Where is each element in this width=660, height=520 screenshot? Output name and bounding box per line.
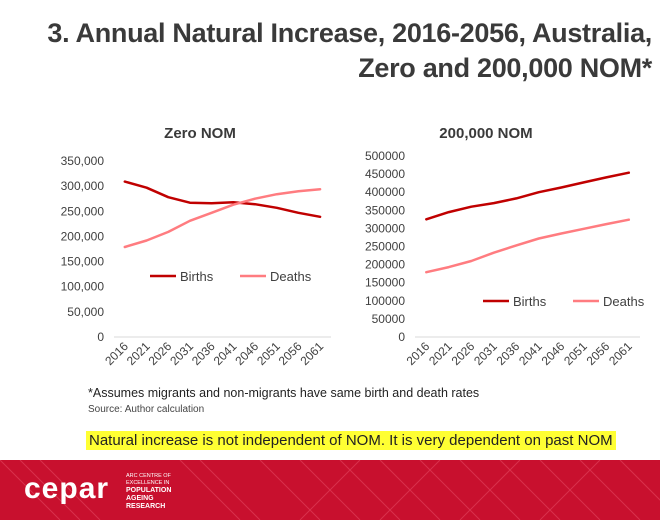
200k-nom-y-tick-label: 350000: [365, 203, 405, 217]
200k-nom-x-tick-label: 2021: [426, 339, 455, 368]
200k-nom-legend-label-deaths: Deaths: [603, 294, 645, 309]
200k-nom-x-tick-label: 2046: [539, 339, 568, 368]
zero-nom-y-tick-label: 250,000: [61, 204, 105, 218]
200k-nom-y-tick-label: 500000: [365, 149, 405, 163]
zero-nom-series-deaths-line: [123, 187, 322, 249]
200k-nom-series-deaths-line: [425, 218, 631, 274]
highlight-callout: Natural increase is not independent of N…: [86, 431, 616, 450]
logo-tagline-line: ARC CENTRE OF: [126, 473, 172, 479]
200k-nom-y-tick-label: 100000: [365, 294, 405, 308]
zero-nom-x-tick-label: 2026: [146, 339, 175, 368]
logo-tagline-line: RESEARCH: [126, 503, 165, 510]
zero-nom-x-tick-label: 2046: [232, 339, 261, 368]
zero-nom-y-tick-label: 0: [97, 330, 104, 344]
200k-nom-x-tick-label: 2016: [404, 339, 433, 368]
zero-nom-y-tick-label: 50,000: [67, 305, 104, 319]
chart-200k-nom: 200,000 NOM 0 50000 100000 150000 200000 25000…: [340, 116, 660, 386]
200k-nom-chart-title: 200,000 NOM: [439, 125, 532, 142]
chart-200k-nom-svg: 200,000 NOM 0 50000 100000 150000 200000 25000…: [365, 125, 645, 368]
logo-wordmark: cepar: [24, 472, 109, 505]
zero-nom-legend-label-births: Births: [180, 269, 214, 284]
zero-nom-y-tick-label: 350,000: [61, 154, 105, 168]
source-note: Source: Author calculation: [88, 404, 205, 415]
footer-graphic: cepar ARC CENTRE OF EXCELLENCE IN POPULA…: [0, 460, 660, 520]
chart-zero-nom-svg: Zero NOM 0 50,000 100,000 150,000 200,000 250,…: [61, 125, 331, 368]
logo-tagline: ARC CENTRE OF EXCELLENCE IN POPULATION A…: [126, 473, 172, 510]
200k-nom-x-tick-label: 2061: [606, 339, 635, 368]
200k-nom-x-tick-label: 2031: [471, 339, 500, 368]
slide-title: 3. Annual Natural Increase, 2016-2056, A…: [20, 16, 652, 86]
footer-diagonal-stripes: [0, 460, 660, 520]
zero-nom-x-tick-label: 2061: [297, 339, 326, 368]
zero-nom-x-tick-label: 2056: [276, 339, 305, 368]
zero-nom-y-tick-label: 100,000: [61, 280, 105, 294]
200k-nom-y-tick-label: 250000: [365, 240, 405, 254]
200k-nom-y-tick-label: 200000: [365, 258, 405, 272]
zero-nom-chart-title: Zero NOM: [164, 125, 236, 142]
zero-nom-x-tick-label: 2041: [211, 339, 240, 368]
200k-nom-y-tick-label: 50000: [372, 312, 406, 326]
200k-nom-x-tick-label: 2051: [561, 339, 590, 368]
zero-nom-y-tick-label: 150,000: [61, 255, 105, 269]
200k-nom-y-tick-label: 400000: [365, 185, 405, 199]
logo-tagline-line: EXCELLENCE IN: [126, 480, 169, 486]
zero-nom-x-tick-label: 2021: [124, 339, 153, 368]
slide-title-line-2: Zero and 200,000 NOM*: [358, 53, 652, 83]
zero-nom-x-tick-label: 2016: [102, 339, 131, 368]
200k-nom-x-tick-label: 2056: [584, 339, 613, 368]
200k-nom-series-births-line: [425, 171, 631, 221]
zero-nom-series-births-line: [123, 180, 322, 219]
footer-band: cepar ARC CENTRE OF EXCELLENCE IN POPULA…: [0, 460, 660, 520]
logo-tagline-line: POPULATION: [126, 487, 171, 494]
200k-nom-y-tick-label: 0: [398, 330, 405, 344]
slide-title-line-1: 3. Annual Natural Increase, 2016-2056, A…: [47, 18, 652, 48]
200k-nom-x-tick-label: 2036: [494, 339, 523, 368]
footnote: *Assumes migrants and non-migrants have …: [88, 386, 480, 400]
chart-zero-nom: Zero NOM 0 50,000 100,000 150,000 200,000 250,…: [15, 116, 335, 386]
zero-nom-legend-label-deaths: Deaths: [270, 269, 312, 284]
zero-nom-x-tick-label: 2031: [167, 339, 196, 368]
zero-nom-y-tick-label: 200,000: [61, 229, 105, 243]
200k-nom-x-tick-label: 2026: [449, 339, 478, 368]
200k-nom-y-tick-label: 300000: [365, 221, 405, 235]
200k-nom-y-tick-label: 450000: [365, 167, 405, 181]
zero-nom-y-tick-label: 300,000: [61, 179, 105, 193]
logo-tagline-line: AGEING: [126, 495, 154, 502]
200k-nom-y-tick-label: 150000: [365, 276, 405, 290]
200k-nom-x-tick-label: 2041: [516, 339, 545, 368]
zero-nom-x-tick-label: 2036: [189, 339, 218, 368]
200k-nom-legend-label-births: Births: [513, 294, 547, 309]
zero-nom-x-tick-label: 2051: [254, 339, 283, 368]
